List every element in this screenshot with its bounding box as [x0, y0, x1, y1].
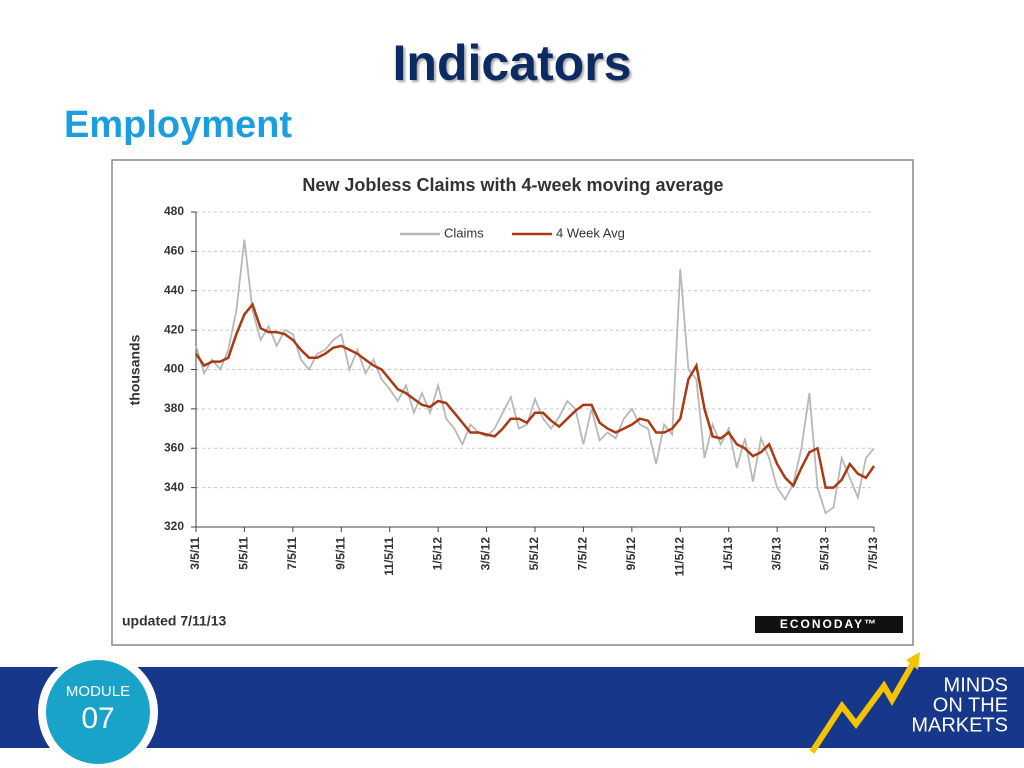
x-tick-label: 9/5/12	[624, 537, 638, 571]
x-tick-label: 5/5/12	[527, 537, 541, 571]
source: ECONODAY™	[780, 617, 878, 631]
x-tick-label: 11/5/12	[672, 537, 686, 577]
x-tick-label: 1/5/13	[721, 537, 735, 571]
module-disc	[46, 660, 150, 764]
y-tick-label: 480	[164, 204, 184, 218]
y-tick-label: 340	[164, 480, 184, 494]
x-tick-label: 7/5/12	[576, 537, 590, 571]
y-tick-label: 460	[164, 244, 184, 258]
x-tick-label: 3/5/13	[769, 537, 783, 571]
brand-arrow	[809, 656, 919, 754]
module-number: 07	[81, 702, 114, 735]
chart-title: New Jobless Claims with 4-week moving av…	[302, 175, 723, 195]
x-tick-label: 7/5/13	[866, 537, 880, 571]
module-label: MODULE	[66, 683, 130, 700]
source-badge	[755, 616, 903, 633]
x-tick-label: 5/5/13	[818, 537, 832, 571]
x-tick-label: 11/5/11	[382, 537, 396, 576]
x-tick-label: 1/5/12	[430, 537, 444, 571]
brand-line: ON THE	[933, 694, 1008, 716]
y-tick-label: 420	[164, 322, 184, 336]
y-tick-label: 380	[164, 401, 184, 415]
legend-label: 4 Week Avg	[556, 225, 625, 240]
x-tick-label: 5/5/11	[237, 537, 251, 570]
brand-line: MARKETS	[911, 714, 1008, 736]
legend-label: Claims	[444, 225, 484, 240]
y-tick-label: 360	[164, 440, 184, 454]
y-axis-label: thousands	[127, 334, 143, 405]
slide-title: Indicators	[393, 35, 632, 91]
brand-line: MINDS	[944, 674, 1008, 696]
series-line	[195, 239, 875, 515]
footer-band	[0, 667, 1024, 748]
y-tick-label: 440	[164, 283, 184, 297]
brand-arrow-head	[906, 652, 920, 670]
x-tick-label: 3/5/11	[188, 537, 202, 570]
y-tick-label: 400	[164, 362, 184, 376]
x-tick-label: 9/5/11	[333, 537, 347, 570]
x-tick-label: 7/5/11	[285, 537, 299, 570]
x-tick-label: 3/5/12	[479, 537, 493, 571]
note: updated 7/11/13	[122, 613, 226, 629]
series-line	[194, 301, 876, 489]
y-tick-label: 320	[164, 519, 184, 533]
slide-subtitle: Employment	[64, 104, 292, 146]
plot: 320 340 360 380 400 420 440 460 480 3/5/11 5/5/11 7…	[164, 204, 880, 576]
